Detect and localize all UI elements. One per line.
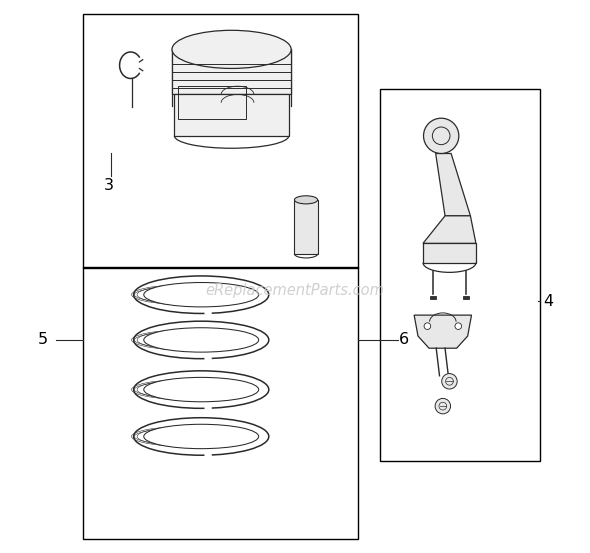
Ellipse shape — [294, 196, 317, 204]
Circle shape — [435, 398, 451, 414]
Polygon shape — [430, 296, 435, 299]
Ellipse shape — [144, 328, 258, 352]
Text: 6: 6 — [399, 332, 409, 347]
Polygon shape — [294, 200, 317, 254]
Ellipse shape — [144, 283, 258, 307]
Polygon shape — [175, 95, 289, 136]
Polygon shape — [435, 154, 470, 216]
Text: 3: 3 — [104, 178, 113, 193]
Text: 4: 4 — [543, 294, 554, 309]
Circle shape — [424, 323, 431, 330]
Text: 5: 5 — [37, 332, 47, 347]
Polygon shape — [414, 315, 471, 348]
Circle shape — [424, 118, 459, 154]
Polygon shape — [463, 296, 469, 299]
Circle shape — [455, 323, 461, 330]
Polygon shape — [172, 49, 291, 95]
Ellipse shape — [172, 30, 291, 69]
Ellipse shape — [144, 424, 258, 448]
Circle shape — [442, 374, 457, 389]
Polygon shape — [423, 243, 476, 263]
Text: eReplacementParts.com: eReplacementParts.com — [205, 283, 385, 298]
Polygon shape — [423, 216, 476, 243]
Ellipse shape — [144, 377, 258, 402]
